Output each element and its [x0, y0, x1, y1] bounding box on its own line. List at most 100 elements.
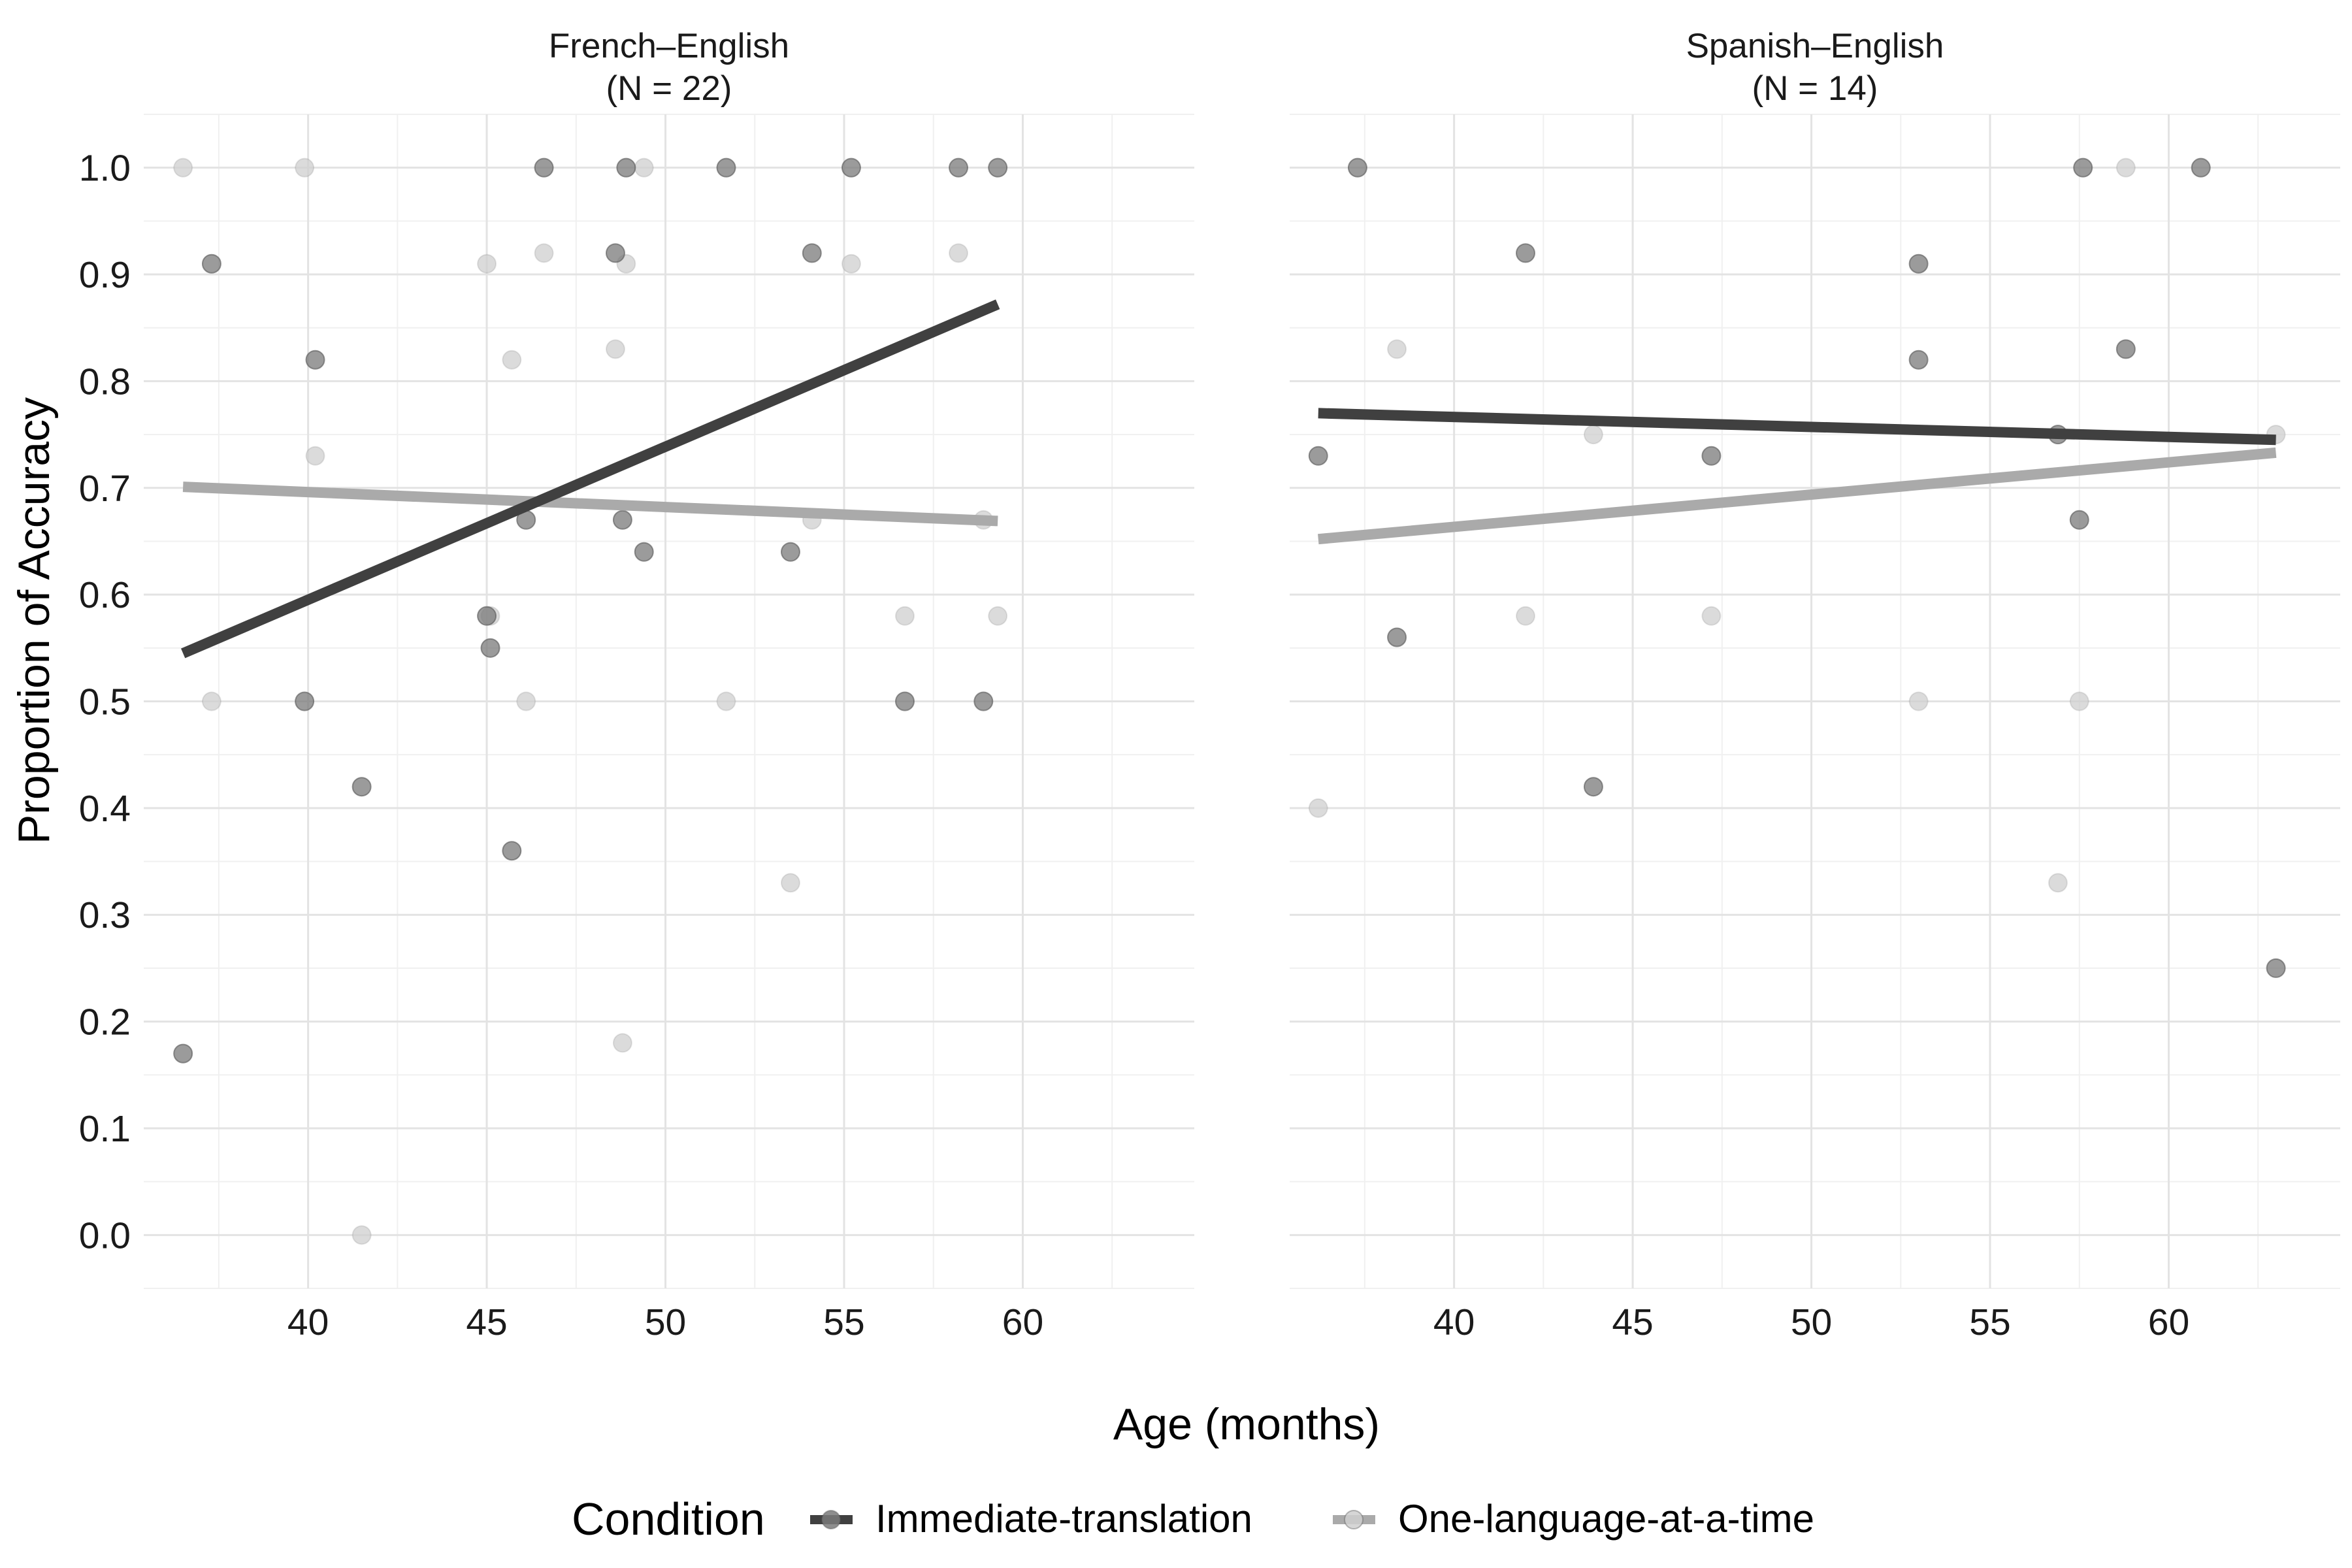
y-tick-label: 0.7 — [79, 468, 131, 510]
data-point — [1347, 157, 1367, 178]
x-tick-label: 45 — [466, 1301, 507, 1343]
y-tick-label: 0.6 — [79, 574, 131, 616]
y-tick-label: 0.9 — [79, 254, 131, 296]
facet-subtitle: (N = 14) — [1752, 69, 1878, 108]
data-point — [2266, 958, 2286, 978]
x-tick-label: 50 — [645, 1301, 686, 1343]
x-tick-label: 55 — [823, 1301, 864, 1343]
data-point — [841, 157, 861, 178]
data-point — [351, 1225, 372, 1245]
x-tick-label: 50 — [1791, 1301, 1832, 1343]
trend-line — [182, 482, 998, 527]
facet-title: Spanish–English — [1686, 27, 1944, 65]
legend-key-point — [821, 1510, 841, 1529]
data-point — [988, 157, 1008, 178]
data-point — [173, 1043, 193, 1064]
facet-subtitle: (N = 22) — [606, 69, 732, 108]
x-tick-label: 40 — [287, 1301, 329, 1343]
trend-line — [1318, 447, 2277, 545]
data-point — [1583, 777, 1603, 797]
data-point — [973, 691, 994, 711]
data-point — [502, 841, 522, 861]
legend-title: Condition — [572, 1494, 765, 1544]
y-tick-label: 0.2 — [79, 1002, 131, 1043]
data-point — [2069, 691, 2089, 711]
data-point — [634, 157, 654, 178]
data-point — [2073, 157, 2093, 178]
y-tick-label: 0.3 — [79, 894, 131, 936]
data-point — [516, 691, 536, 711]
data-point — [201, 253, 221, 274]
legend-entry: Immediate-translation — [810, 1497, 1252, 1541]
data-point — [1515, 243, 1535, 263]
data-point — [295, 691, 315, 711]
data-point — [1908, 691, 1929, 711]
data-point — [173, 157, 193, 178]
data-point — [2191, 157, 2211, 178]
data-point — [1701, 606, 1722, 626]
x-tick-label: 45 — [1612, 1301, 1653, 1343]
y-tick-label: 0.5 — [79, 681, 131, 723]
facet-panel-2: Spanish–English (N = 14) 40 45 50 55 60 — [1290, 27, 2340, 1343]
x-tick-label: 60 — [2148, 1301, 2189, 1343]
data-point — [477, 606, 497, 626]
data-point — [2069, 510, 2089, 530]
data-point — [894, 691, 915, 711]
data-point — [716, 157, 736, 178]
x-tick-label: 55 — [1969, 1301, 2010, 1343]
data-point — [477, 253, 497, 274]
data-point — [616, 157, 636, 178]
data-point — [534, 243, 554, 263]
data-point — [1908, 253, 1929, 274]
data-point — [534, 157, 554, 178]
y-axis-title: Proportion of Accuracy — [9, 397, 59, 844]
y-tick-label: 1.0 — [79, 148, 131, 189]
x-axis-title: Age (months) — [1113, 1399, 1380, 1449]
data-point — [1583, 425, 1603, 445]
y-tick-label: 0.4 — [79, 788, 131, 830]
legend: Condition Immediate-translation One-langua… — [572, 1494, 1814, 1544]
data-point — [988, 606, 1008, 626]
data-point — [2115, 339, 2136, 359]
data-point — [716, 691, 736, 711]
trend-line — [181, 299, 1000, 659]
data-point — [2115, 157, 2136, 178]
x-tick-label: 40 — [1433, 1301, 1475, 1343]
y-tick-label: 0.1 — [79, 1108, 131, 1150]
facet-panels: French–English (N = 22) 40 45 50 55 60 0.0 0.1 0.… — [79, 27, 2340, 1343]
x-tick-label: 60 — [1002, 1301, 1043, 1343]
data-point — [351, 777, 372, 797]
data-point — [1308, 798, 1328, 818]
y-tick-label: 0.8 — [79, 361, 131, 402]
data-point — [1515, 606, 1535, 626]
data-point — [1701, 446, 1722, 466]
legend-label: Immediate-translation — [875, 1497, 1252, 1541]
data-point — [502, 350, 522, 370]
data-point — [305, 446, 325, 466]
data-point — [894, 606, 915, 626]
legend-entry: One-language-at-a-time — [1333, 1497, 1814, 1541]
data-point — [605, 339, 625, 359]
legend-label: One-language-at-a-time — [1398, 1497, 1814, 1541]
facet-panel-1: French–English (N = 22) 40 45 50 55 60 0.0 0.1 0.… — [79, 27, 1194, 1343]
facet-title: French–English — [549, 27, 789, 65]
y-tick-label: 0.0 — [79, 1215, 131, 1256]
trend-line — [1318, 408, 2276, 446]
data-point — [295, 157, 315, 178]
data-point — [949, 243, 969, 263]
data-point — [612, 510, 632, 530]
data-point — [305, 350, 325, 370]
data-point — [802, 243, 822, 263]
data-point — [605, 243, 625, 263]
data-point — [841, 253, 861, 274]
data-point — [612, 1033, 632, 1053]
data-point — [1908, 350, 1929, 370]
legend-key-point — [1344, 1510, 1364, 1529]
data-point — [1387, 339, 1407, 359]
data-point — [201, 691, 221, 711]
data-point — [1308, 446, 1328, 466]
data-point — [1387, 627, 1407, 647]
data-point — [634, 542, 654, 562]
data-point — [780, 873, 800, 893]
